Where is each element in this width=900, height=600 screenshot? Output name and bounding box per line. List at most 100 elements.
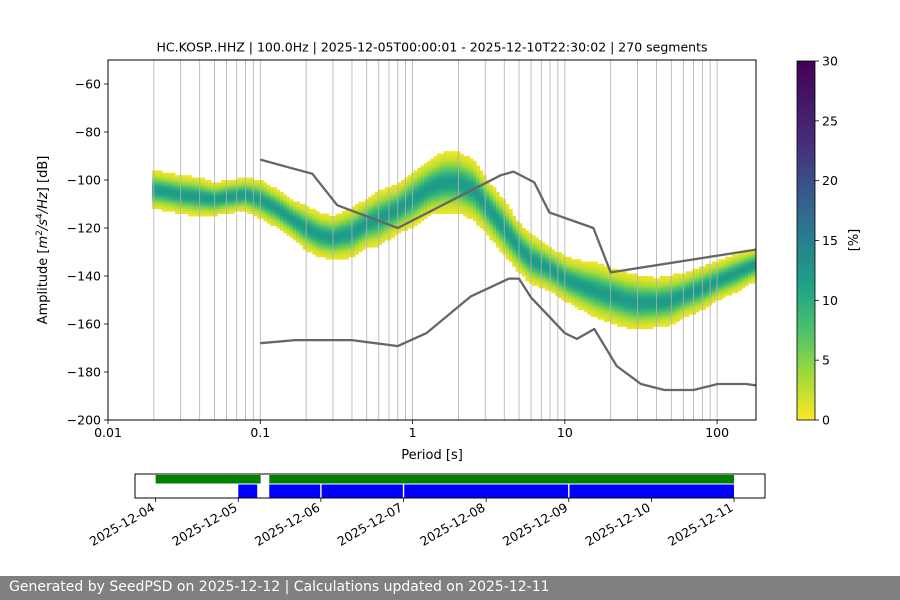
density-cell [482, 225, 487, 229]
density-cell [728, 285, 733, 289]
density-cell [292, 208, 297, 212]
density-cell [653, 302, 657, 306]
density-cell [738, 264, 742, 267]
density-cell [420, 194, 425, 198]
density-cell [355, 225, 359, 229]
density-cell [603, 314, 608, 318]
density-cell [220, 204, 225, 207]
density-cell [597, 316, 602, 320]
density-cell [256, 201, 261, 205]
density-cell [161, 177, 166, 181]
density-cell [512, 256, 516, 260]
density-cell [423, 206, 428, 210]
density-cell [564, 292, 569, 296]
density-cell [741, 259, 746, 262]
density-cell [155, 196, 160, 200]
density-cell [335, 237, 340, 241]
density-cell [335, 235, 340, 238]
density-cell [531, 273, 536, 277]
density-cell [492, 237, 497, 241]
density-cell [676, 288, 680, 291]
density-cell [263, 213, 268, 217]
density-cell [617, 319, 621, 322]
density-cell [381, 204, 386, 207]
density-cell [253, 211, 258, 214]
density-cell [414, 208, 418, 212]
density-cell [538, 252, 543, 255]
density-cell [509, 211, 513, 214]
density-cell [512, 237, 516, 241]
density-cell [306, 208, 310, 212]
density-cell [302, 216, 307, 219]
density-cell [499, 218, 503, 222]
density-cell [748, 254, 752, 258]
density-cell [584, 261, 589, 265]
density-cell [443, 206, 448, 210]
density-cell [437, 189, 441, 193]
density-cell [522, 240, 526, 243]
density-cell [165, 208, 169, 212]
density-cell [315, 240, 320, 243]
density-cell [263, 182, 268, 186]
density-cell [643, 276, 647, 279]
density-cell [227, 196, 232, 200]
density-cell [600, 300, 605, 303]
density-cell [600, 314, 605, 318]
density-cell [315, 225, 320, 229]
density-cell [705, 283, 710, 286]
density-cell [561, 283, 566, 286]
density-cell [260, 211, 264, 214]
density-cell [450, 165, 454, 169]
density-cell [646, 292, 651, 296]
density-cell [420, 175, 425, 178]
density-cell [685, 292, 690, 296]
density-cell [473, 182, 477, 186]
density-cell [495, 196, 500, 200]
density-cell [443, 211, 448, 214]
density-cell [531, 244, 536, 248]
density-cell [414, 187, 418, 190]
density-cell [482, 196, 487, 200]
density-cell [564, 278, 569, 282]
density-cell [656, 300, 661, 303]
density-cell [463, 180, 467, 183]
density-cell [355, 206, 359, 210]
density-cell [728, 268, 733, 272]
density-cell [338, 247, 343, 250]
density-cell [630, 278, 634, 282]
density-cell [175, 177, 179, 181]
density-cell [178, 196, 183, 200]
density-cell [443, 153, 448, 157]
density-cell [401, 189, 405, 193]
density-cell [525, 249, 530, 253]
density-cell [266, 208, 271, 212]
density-cell [446, 208, 451, 212]
density-cell [217, 211, 222, 214]
density-cell [420, 216, 425, 219]
density-cell [590, 309, 595, 313]
density-cell [535, 242, 539, 246]
density-cell [505, 235, 510, 238]
density-cell [401, 192, 405, 195]
density-cell [276, 199, 281, 202]
density-cell [194, 182, 199, 186]
density-cell [224, 208, 228, 212]
density-cell [306, 237, 310, 241]
density-cell [191, 180, 196, 183]
density-cell [414, 172, 418, 176]
density-cell [597, 300, 602, 303]
density-cell [266, 201, 271, 205]
density-cell [194, 194, 199, 198]
density-cell [574, 266, 579, 270]
density-cell [207, 184, 212, 188]
density-cell [348, 232, 353, 236]
density-cell [296, 218, 300, 222]
density-cell [240, 204, 245, 207]
density-cell [695, 304, 700, 308]
density-cell [607, 297, 611, 301]
density-cell [427, 172, 431, 176]
density-cell [551, 278, 556, 282]
density-cell [240, 196, 245, 200]
density-cell [217, 184, 222, 188]
density-cell [237, 206, 241, 210]
